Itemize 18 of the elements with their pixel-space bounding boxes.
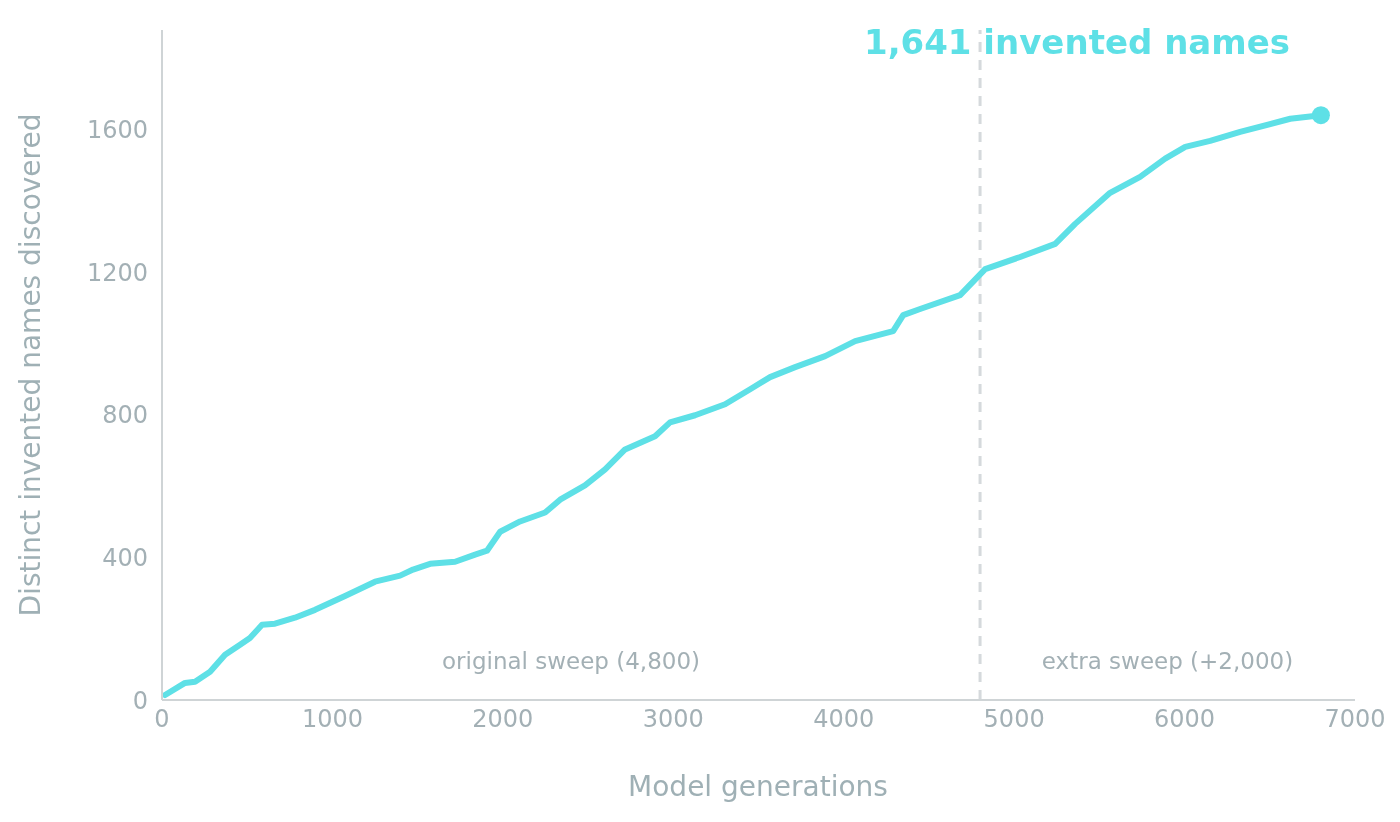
y-tick-label: 0	[132, 686, 148, 715]
y-tick-label: 1600	[86, 116, 148, 145]
y-tick-label: 400	[102, 543, 148, 572]
y-tick-label: 800	[102, 401, 148, 430]
annotation: original sweep (4,800)	[441, 648, 701, 674]
x-tick-label: 1000	[301, 705, 363, 734]
y-axis-title: Distinct invented names discovered	[13, 113, 47, 617]
x-tick-label: 0	[154, 705, 170, 734]
x-tick-label: 4000	[813, 705, 875, 734]
x-tick-label: 5000	[983, 705, 1045, 734]
x-tick-label: 7000	[1324, 705, 1386, 734]
x-tick-label: 3000	[642, 705, 704, 734]
x-tick-label: 6000	[1154, 705, 1216, 734]
x-axis-title: Model generations	[628, 770, 888, 803]
annotation: extra sweep (+2,000)	[1041, 648, 1294, 674]
chart-title: 1,641 invented names	[863, 22, 1290, 62]
x-tick-label: 2000	[472, 705, 534, 734]
y-tick-label: 1200	[86, 258, 148, 287]
